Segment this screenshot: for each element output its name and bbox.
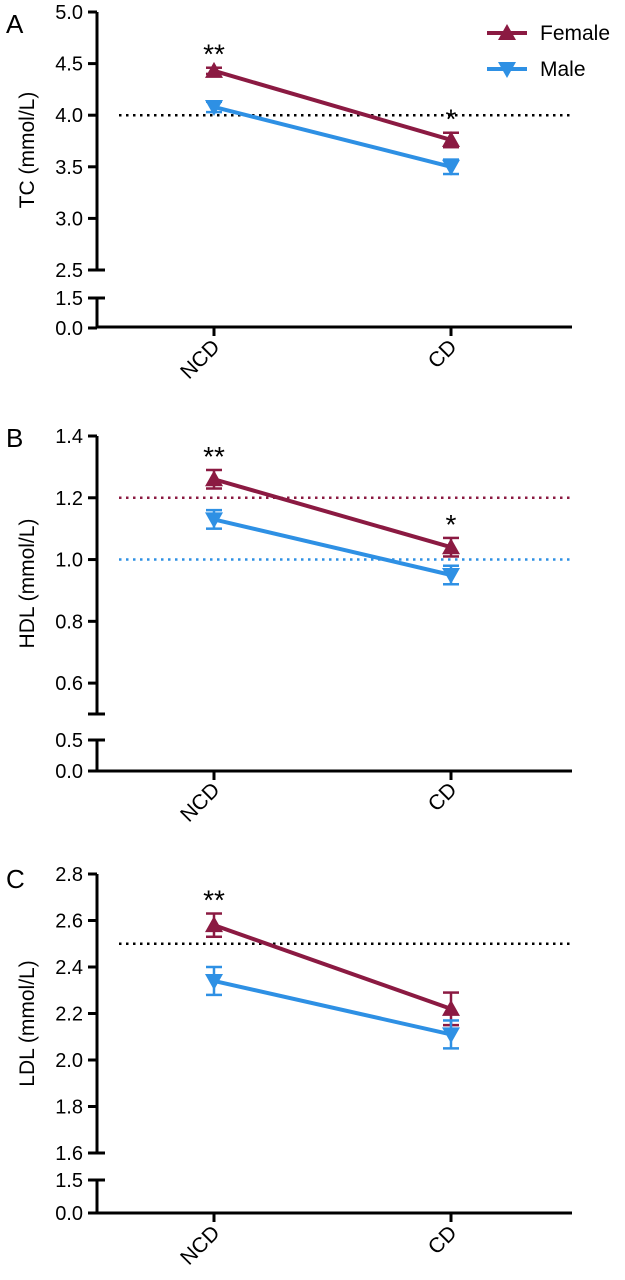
y-tick-label: 1.5 xyxy=(55,288,83,310)
x-tick-label: CD xyxy=(424,1221,462,1259)
series-male xyxy=(205,965,460,1050)
data-point-marker xyxy=(442,130,460,147)
chart-panel-b: B 0.6 0.8 1.0 1.2 1.4 0.0 0.5 HDL (mmol/L) NCD CD *… xyxy=(6,423,572,827)
y-tick-label: 2.6 xyxy=(55,911,83,933)
panel-letter: C xyxy=(6,864,25,894)
x-tick-label: NCD xyxy=(176,778,224,826)
data-point-marker xyxy=(205,99,223,116)
y-tick-label: 1.0 xyxy=(55,550,83,572)
data-point-marker xyxy=(442,999,460,1016)
series-line xyxy=(213,68,452,142)
significance-label: ** xyxy=(203,885,225,916)
data-point-marker xyxy=(205,61,223,78)
y-tick-label: 0.0 xyxy=(55,1203,83,1225)
significance-label: * xyxy=(446,104,457,135)
legend-label: Female xyxy=(540,22,610,45)
data-point-marker xyxy=(205,973,223,990)
series-line xyxy=(213,105,452,169)
data-point-marker xyxy=(205,470,223,487)
y-tick-label: 3.5 xyxy=(55,157,83,179)
y-tick-label: 1.8 xyxy=(55,1097,83,1119)
series-line xyxy=(213,978,452,1037)
y-tick-label: 0.8 xyxy=(55,611,83,633)
y-tick-label: 4.5 xyxy=(55,54,83,76)
y-tick-label: 3.0 xyxy=(55,208,83,230)
y-axis-title: HDL (mmol/L) xyxy=(16,519,39,649)
y-tick-label: 0.0 xyxy=(55,761,83,783)
x-tick-label: NCD xyxy=(176,335,224,383)
y-tick-label: 2.4 xyxy=(55,957,83,979)
significance-label: ** xyxy=(203,39,225,70)
panel-letter: A xyxy=(6,9,24,39)
y-tick-label: 5.0 xyxy=(55,2,83,24)
series-female xyxy=(205,468,460,558)
y-tick-label: 2.2 xyxy=(55,1004,83,1026)
series-male xyxy=(205,99,460,176)
data-point-marker xyxy=(442,1027,460,1044)
significance-label: ** xyxy=(203,441,225,472)
y-axis-title: LDL (mmol/L) xyxy=(16,960,39,1086)
y-tick-label: 2.8 xyxy=(55,864,83,886)
legend-marker xyxy=(498,62,516,78)
y-tick-label: 0.5 xyxy=(55,730,83,752)
panel-letter: B xyxy=(6,423,23,453)
x-tick-label: NCD xyxy=(176,1221,224,1269)
x-tick-label: CD xyxy=(424,778,462,816)
legend-label: Male xyxy=(540,58,586,81)
data-point-marker xyxy=(442,538,460,555)
y-tick-label: 4.0 xyxy=(55,105,83,127)
y-tick-label: 1.6 xyxy=(55,1143,83,1165)
chart-panel-c: C 1.6 1.8 2.0 2.2 2.4 2.6 2.8 0.0 1.5 LDL (mmol/L)… xyxy=(6,864,572,1270)
data-point-marker xyxy=(205,512,223,529)
data-point-marker xyxy=(442,568,460,584)
series-line xyxy=(213,517,452,577)
y-tick-label: 0.6 xyxy=(55,673,83,695)
series-male xyxy=(205,508,460,586)
data-point-marker xyxy=(442,159,460,176)
y-tick-label: 2.0 xyxy=(55,1050,83,1072)
series-line xyxy=(213,477,452,550)
y-axis-title: TC (mmol/L) xyxy=(16,92,39,209)
y-tick-label: 1.5 xyxy=(55,1170,83,1192)
y-tick-label: 1.4 xyxy=(55,426,83,448)
series-female xyxy=(205,61,460,149)
significance-label: * xyxy=(446,509,457,540)
data-point-marker xyxy=(205,916,223,933)
legend: Female Male xyxy=(487,22,610,81)
legend-marker xyxy=(498,24,516,40)
y-tick-label: 2.5 xyxy=(55,260,83,282)
chart-panel-a: A 2.5 3.0 3.5 4.0 4.5 5.0 0.0 1.5 TC (mmol/L) NCD C… xyxy=(6,2,610,384)
y-tick-label: 0.0 xyxy=(55,318,83,340)
series-line xyxy=(213,923,452,1011)
x-tick-label: CD xyxy=(424,335,462,373)
y-tick-label: 1.2 xyxy=(55,488,83,510)
